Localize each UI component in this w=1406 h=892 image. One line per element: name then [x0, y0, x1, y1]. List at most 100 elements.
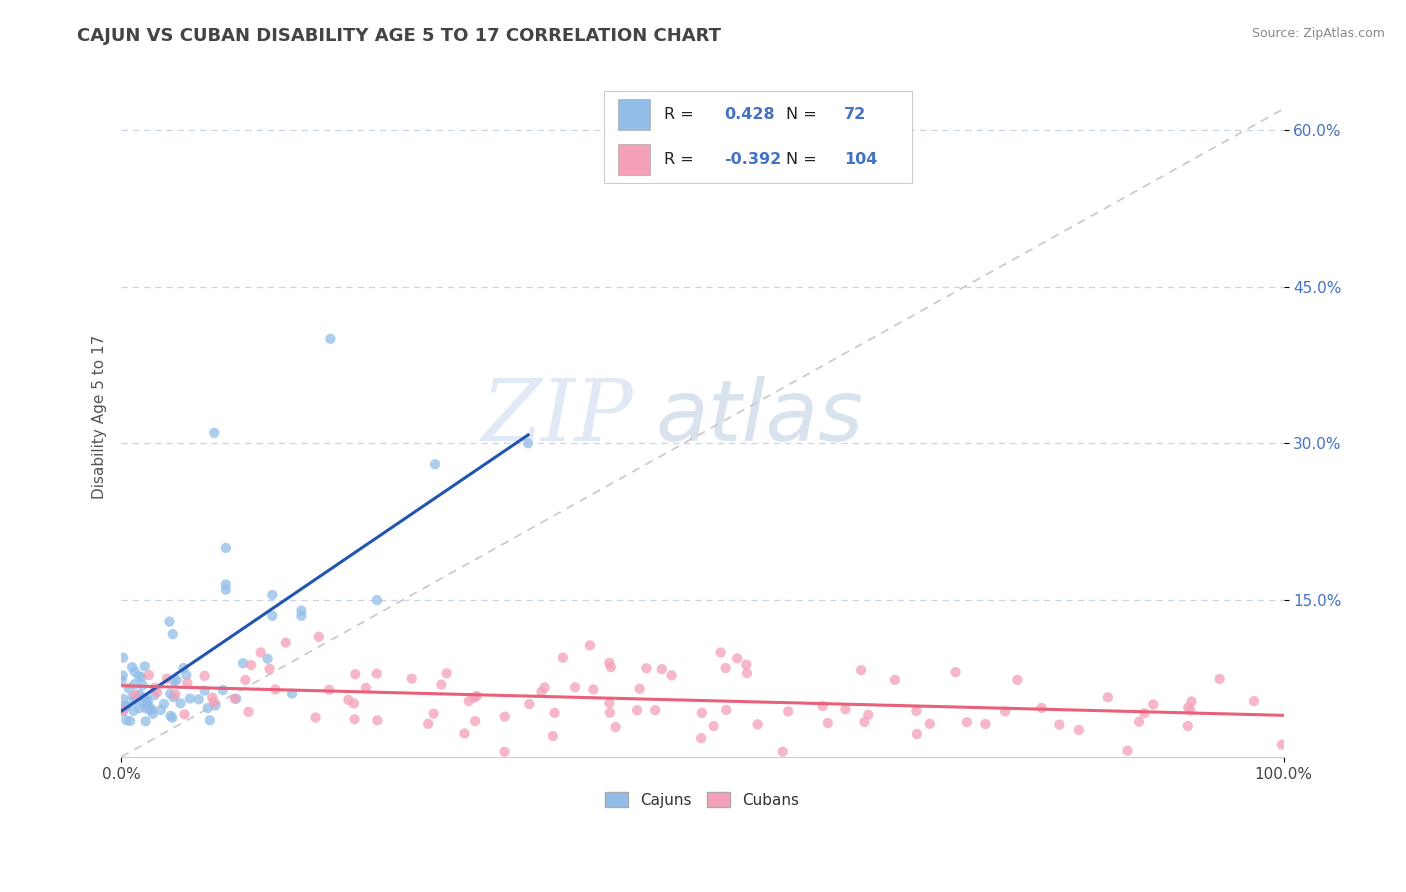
Point	[136, 699, 159, 714]
Point	[772, 745, 794, 759]
Point	[956, 715, 979, 730]
Point	[112, 650, 135, 665]
Point	[853, 714, 876, 729]
Point	[124, 665, 146, 679]
Point	[517, 697, 540, 711]
Point	[849, 663, 872, 677]
Point	[974, 717, 997, 731]
Point	[582, 682, 605, 697]
Point	[883, 673, 905, 687]
Point	[204, 698, 226, 713]
Point	[225, 691, 247, 706]
Point	[143, 681, 166, 695]
Point	[1128, 714, 1150, 729]
Point	[115, 713, 138, 727]
Point	[905, 704, 928, 718]
Point	[636, 661, 658, 675]
Point	[598, 656, 620, 670]
Point	[1177, 719, 1199, 733]
Point	[661, 668, 683, 682]
Point	[494, 709, 516, 723]
Point	[136, 698, 159, 712]
Point	[423, 457, 446, 471]
Point	[366, 666, 388, 681]
Point	[1208, 672, 1230, 686]
Text: N =: N =	[786, 107, 823, 122]
Point	[605, 720, 627, 734]
Point	[112, 704, 135, 718]
Point	[111, 668, 134, 682]
Point	[215, 582, 238, 597]
Point	[778, 705, 800, 719]
Text: ZIP: ZIP	[481, 376, 633, 458]
Point	[132, 697, 155, 711]
Point	[187, 692, 209, 706]
Point	[1177, 700, 1199, 714]
Point	[1271, 738, 1294, 752]
Point	[110, 673, 132, 688]
Point	[817, 716, 839, 731]
Point	[224, 691, 246, 706]
Point	[162, 690, 184, 705]
Point	[599, 706, 621, 720]
Point	[143, 689, 166, 703]
Point	[135, 714, 157, 729]
Point	[162, 711, 184, 725]
Point	[599, 660, 621, 674]
Point	[120, 714, 142, 728]
Point	[735, 657, 758, 672]
Point	[551, 650, 574, 665]
Point	[132, 690, 155, 705]
Point	[644, 703, 666, 717]
Point	[166, 673, 188, 687]
Text: 104: 104	[844, 152, 877, 167]
Point	[725, 651, 748, 665]
Point	[465, 689, 488, 703]
Point	[215, 577, 238, 591]
Point	[1097, 690, 1119, 705]
Point	[343, 697, 366, 711]
Point	[1031, 701, 1053, 715]
FancyBboxPatch shape	[603, 91, 911, 183]
Point	[134, 659, 156, 673]
Legend: Cajuns, Cubans: Cajuns, Cubans	[599, 786, 806, 814]
Point	[232, 656, 254, 670]
Point	[172, 661, 194, 675]
Point	[628, 681, 651, 696]
Point	[457, 694, 479, 708]
Point	[703, 719, 725, 733]
Point	[259, 662, 281, 676]
Point	[354, 681, 377, 695]
Point	[111, 705, 134, 719]
Point	[112, 692, 135, 706]
Text: 0.428: 0.428	[724, 107, 775, 122]
Point	[337, 693, 360, 707]
Point	[1243, 694, 1265, 708]
Point	[543, 706, 565, 720]
Point	[811, 698, 834, 713]
Point	[159, 709, 181, 723]
Point	[463, 690, 485, 705]
Point	[169, 697, 191, 711]
Point	[494, 745, 516, 759]
Point	[159, 615, 181, 629]
Point	[533, 681, 555, 695]
Point	[141, 702, 163, 716]
Point	[530, 685, 553, 699]
Point	[197, 701, 219, 715]
Point	[136, 694, 159, 708]
Point	[139, 703, 162, 717]
Point	[994, 704, 1017, 718]
Point	[290, 608, 312, 623]
Point	[149, 703, 172, 717]
Point	[114, 698, 136, 713]
Point	[117, 681, 139, 695]
Point	[1133, 706, 1156, 721]
Point	[212, 683, 235, 698]
Point	[163, 674, 186, 689]
Point	[651, 662, 673, 676]
Point	[122, 704, 145, 718]
Point	[238, 705, 260, 719]
Point	[134, 692, 156, 706]
Point	[262, 608, 284, 623]
